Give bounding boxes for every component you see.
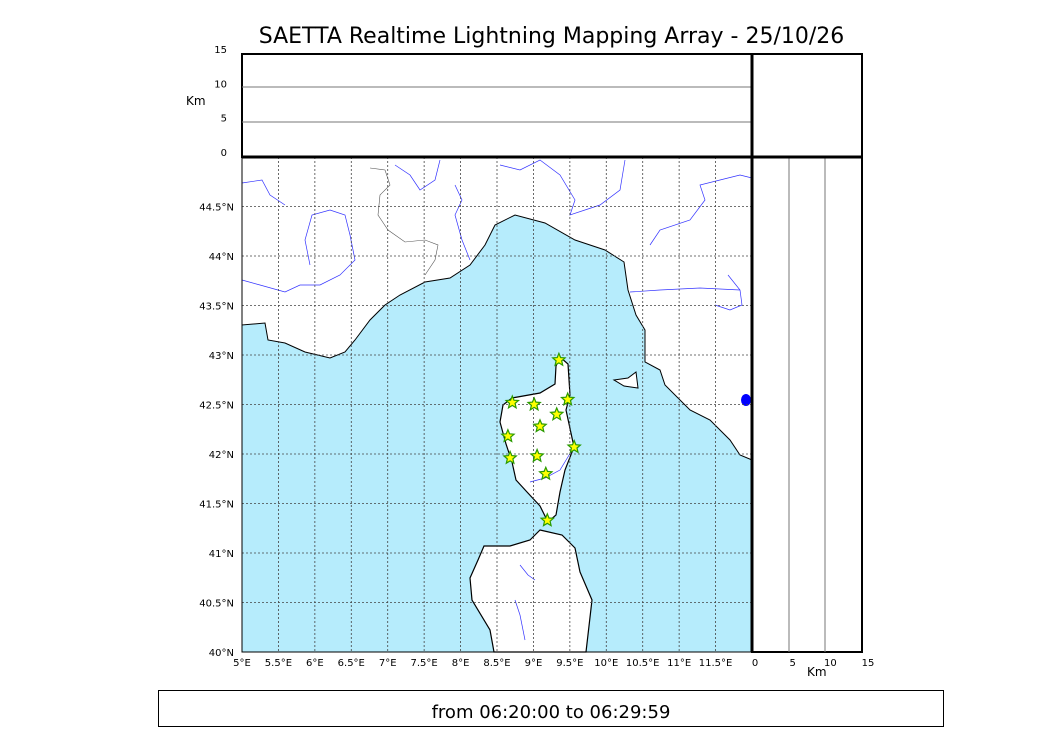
map-grid: [242, 157, 752, 652]
chart-title: SAETTA Realtime Lightning Mapping Array …: [258, 24, 845, 49]
right-axis-label: Km: [807, 665, 827, 679]
elba: [612, 371, 639, 389]
lat-tick-label: 40°N: [209, 648, 234, 659]
lat-tick-label: 42°N: [209, 450, 234, 461]
corner-panel: [751, 53, 863, 158]
lon-tick-label: 8°E: [452, 658, 470, 669]
lat-tick-label: 43.5°N: [199, 302, 234, 313]
lon-tick-label: 5.5°E: [265, 658, 292, 669]
lightning-star-marker: [500, 428, 516, 443]
sardinia: [469, 529, 593, 653]
top-axis-label: Km: [186, 94, 206, 108]
lightning-star-marker: [538, 465, 554, 481]
time-range-text: from 06:20:00 to 06:29:59: [431, 702, 671, 723]
lat-tick-label: 41°N: [209, 549, 234, 560]
lon-tick-label: 11°E: [667, 658, 691, 669]
lat-tick-label: 41.5°N: [199, 500, 234, 511]
mainland: [241, 156, 753, 461]
altitude-top-panel: [241, 53, 753, 158]
right-altitude-tick: 10: [824, 658, 837, 669]
lightning-star-marker: [549, 406, 565, 422]
lat-tick-label: 44°N: [209, 252, 234, 263]
top-altitude-tick: 5: [221, 114, 227, 125]
lon-tick-label: 9°E: [525, 658, 543, 669]
altitude-right-panel: [751, 156, 863, 653]
lat-tick-label: 42.5°N: [199, 401, 234, 412]
lon-tick-label: 8.5°E: [483, 658, 510, 669]
lon-tick-label: 7°E: [379, 658, 397, 669]
lake: [741, 394, 751, 406]
lightning-star-marker: [502, 449, 518, 465]
lightning-star-marker: [560, 391, 576, 407]
top-altitude-tick: 10: [214, 79, 227, 90]
lon-tick-label: 11.5°E: [699, 658, 733, 669]
lat-tick-label: 40.5°N: [199, 599, 234, 610]
lon-tick-label: 10.5°E: [626, 658, 660, 669]
lightning-star-marker: [526, 396, 542, 412]
lon-tick-label: 6°E: [306, 658, 324, 669]
lat-tick-label: 43°N: [209, 351, 234, 362]
corsica: [499, 356, 575, 523]
lon-tick-label: 7.5°E: [411, 658, 438, 669]
lightning-star-marker: [551, 351, 567, 367]
lon-tick-label: 5°E: [233, 658, 251, 669]
lon-tick-label: 6.5°E: [338, 658, 365, 669]
right-altitude-tick: 5: [789, 658, 795, 669]
time-range-box: from 06:20:00 to 06:29:59: [158, 690, 944, 727]
rivers: [241, 159, 753, 641]
lon-tick-label: 10°E: [594, 658, 618, 669]
lightning-star-marker: [539, 512, 556, 527]
lightning-star-marker: [532, 418, 548, 433]
lightning-star-marker: [529, 447, 545, 463]
lon-tick-label: 9.5°E: [556, 658, 583, 669]
lightning-star-marker: [504, 394, 521, 410]
right-altitude-tick: 15: [862, 658, 875, 669]
lat-tick-label: 44.5°N: [199, 203, 234, 214]
top-altitude-tick: 15: [214, 45, 227, 56]
top-altitude-tick: 0: [221, 148, 227, 159]
lightning-points: [500, 351, 582, 527]
lightning-star-marker: [566, 439, 582, 454]
right-altitude-tick: 0: [752, 658, 758, 669]
